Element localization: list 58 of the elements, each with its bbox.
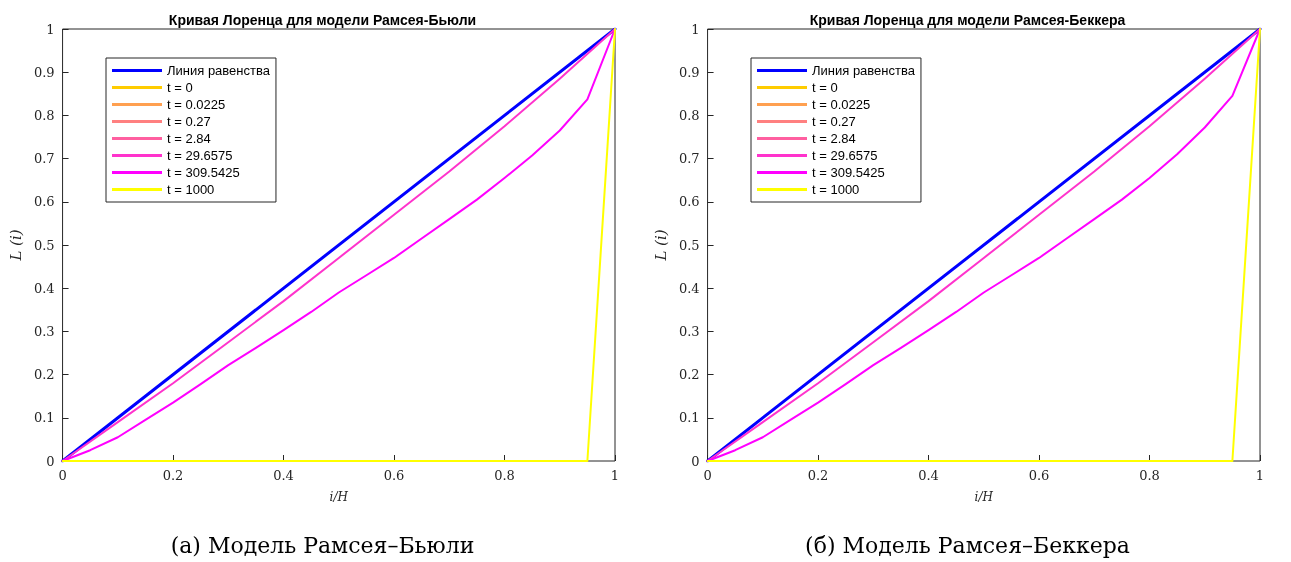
x-tick-label: 0.4 bbox=[273, 468, 294, 483]
y-tick-label: 0.7 bbox=[33, 151, 55, 167]
legend-label: Линия равенства bbox=[812, 63, 916, 78]
chart-title: Кривая Лоренца для модели Рамсея-Бьюли bbox=[168, 12, 477, 28]
legend-label: t = 2.84 bbox=[812, 131, 856, 146]
y-tick-label: 1 bbox=[691, 21, 700, 37]
y-tick-label: 0.6 bbox=[678, 194, 700, 210]
y-tick-label: 0.1 bbox=[33, 410, 55, 426]
y-tick-label: 0.5 bbox=[33, 237, 55, 253]
legend-label: t = 0 bbox=[812, 80, 838, 95]
x-tick-label: 1 bbox=[1255, 468, 1265, 483]
y-tick-label: 0.2 bbox=[678, 367, 700, 383]
x-tick-label: 1 bbox=[610, 468, 620, 483]
legend-label: t = 1000 bbox=[167, 182, 215, 197]
x-tick-label: 0.2 bbox=[807, 468, 829, 483]
legend-label: t = 0.0225 bbox=[812, 97, 871, 112]
legend-label: t = 0 bbox=[167, 80, 193, 95]
legend-label: t = 309.5425 bbox=[812, 165, 885, 180]
y-axis-title: L (i) bbox=[651, 229, 670, 262]
y-tick-label: 0.6 bbox=[33, 194, 55, 210]
y-tick-label: 0.8 bbox=[33, 107, 55, 123]
text: (а) Модель Рамсея–Бьюли bbox=[170, 532, 475, 558]
y-tick-label: 0.9 bbox=[33, 64, 55, 80]
x-axis-title: i/H bbox=[329, 490, 349, 504]
y-tick-label: 0.9 bbox=[678, 64, 700, 80]
y-tick-label: 0.2 bbox=[33, 367, 55, 383]
x-tick-label: 0 bbox=[58, 468, 67, 483]
y-tick-label: 0.7 bbox=[678, 151, 700, 167]
text: (б) Модель Рамсея–Беккера bbox=[805, 532, 1130, 558]
x-tick-label: 0 bbox=[703, 468, 712, 483]
y-tick-label: 0.1 bbox=[678, 410, 700, 426]
x-tick-label: 0.4 bbox=[918, 468, 939, 483]
y-tick-label: 0.3 bbox=[33, 323, 55, 339]
legend-label: t = 0.27 bbox=[812, 114, 856, 129]
x-tick-label: 0.8 bbox=[494, 468, 515, 483]
legend-label: t = 0.0225 bbox=[167, 97, 226, 112]
legend-label: t = 0.27 bbox=[167, 114, 211, 129]
x-tick-label: 0.6 bbox=[383, 468, 405, 483]
chart-title: Кривая Лоренца для модели Рамсея-Беккера bbox=[809, 12, 1126, 28]
y-tick-label: 0.4 bbox=[678, 280, 700, 296]
legend-label: t = 1000 bbox=[812, 182, 860, 197]
y-tick-label: 1 bbox=[46, 21, 55, 37]
x-axis-title: i/H bbox=[974, 490, 994, 504]
y-tick-label: 0.5 bbox=[678, 237, 700, 253]
legend-label: t = 309.5425 bbox=[167, 165, 240, 180]
y-tick-label: 0.3 bbox=[678, 323, 700, 339]
x-tick-label: 0.8 bbox=[1139, 468, 1160, 483]
legend-label: Линия равенства bbox=[167, 63, 271, 78]
y-tick-label: 0.8 bbox=[678, 107, 700, 123]
x-tick-label: 0.2 bbox=[162, 468, 184, 483]
legend-label: t = 29.6575 bbox=[812, 148, 878, 163]
y-axis-title: L (i) bbox=[6, 229, 25, 262]
legend-label: t = 2.84 bbox=[167, 131, 211, 146]
y-tick-label: 0 bbox=[46, 453, 55, 469]
legend-label: t = 29.6575 bbox=[167, 148, 233, 163]
x-tick-label: 0.6 bbox=[1028, 468, 1050, 483]
y-tick-label: 0 bbox=[691, 453, 700, 469]
y-tick-label: 0.4 bbox=[33, 280, 55, 296]
